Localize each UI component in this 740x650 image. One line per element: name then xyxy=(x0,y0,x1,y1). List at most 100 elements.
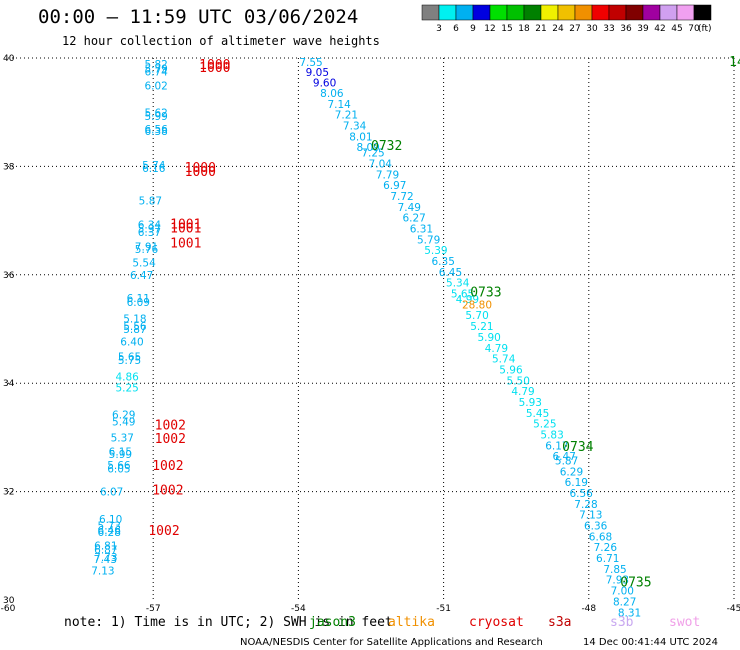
y-tick-label: 34 xyxy=(3,379,15,389)
swh-value-label: 6.29 xyxy=(560,466,583,478)
swh-value-label: 5.25 xyxy=(115,382,138,394)
colorbar-swatch xyxy=(472,4,491,21)
x-tick-label: -60 xyxy=(1,604,16,614)
colorbar-swatch xyxy=(659,4,678,21)
x-tick-label: -45 xyxy=(727,604,740,614)
swh-value-label: 6.47 xyxy=(553,451,576,463)
swh-value-label: 6.56 xyxy=(569,488,593,500)
swh-value-label: 5.34 xyxy=(446,278,470,290)
swh-value-label: 6.29 xyxy=(112,409,135,421)
swh-value-label: 5.87 xyxy=(555,456,578,468)
swh-value-label: 5.99 xyxy=(144,111,167,123)
swh-value-label: 4.79 xyxy=(485,343,508,355)
swh-value-label: 5.76 xyxy=(135,244,159,256)
colorbar-swatch xyxy=(676,4,695,21)
swh-value-label: 8.06 xyxy=(320,88,344,100)
swh-value-label: 6.81 xyxy=(94,541,117,553)
swh-value-label: 5.45 xyxy=(526,408,549,420)
swh-value-label: 6.46 xyxy=(98,525,122,537)
swh-value-label: 5.21 xyxy=(470,321,493,333)
colorbar-label: 70 xyxy=(688,24,700,34)
swh-value-label: 7.43 xyxy=(94,554,117,566)
pass-time-label: 0733 xyxy=(470,285,501,300)
swh-value-label: 7.28 xyxy=(574,499,597,511)
swh-value-label: 6.27 xyxy=(402,213,425,225)
colorbar-label: 27 xyxy=(569,24,580,34)
swh-value-label: 7.14 xyxy=(327,99,351,111)
swh-value-label: 5.79 xyxy=(417,234,440,246)
swh-value-label: 5.99 xyxy=(109,449,132,461)
swh-value-label: 7.13 xyxy=(579,510,602,522)
colorbar-swatch xyxy=(438,4,457,21)
colorbar-swatch xyxy=(574,4,593,21)
x-tick-label: -57 xyxy=(146,604,161,614)
red-value-label: 1000 xyxy=(185,165,216,180)
swh-value-label: 5.70 xyxy=(465,310,488,322)
swh-value-label: 8.01 xyxy=(349,131,372,143)
swh-value-label: 6.05 xyxy=(107,464,130,476)
swh-value-label: 4.86 xyxy=(115,371,139,383)
colorbar-swatch xyxy=(557,4,576,21)
colorbar-swatch xyxy=(489,4,508,21)
footer-note: note: 1) Time is in UTC; 2) SWH is in fe… xyxy=(64,615,393,630)
swh-value-label: 6.10 xyxy=(99,514,122,526)
swh-value-label: 6.36 xyxy=(584,521,608,533)
colorbar-unit: (ft) xyxy=(698,24,712,34)
colorbar-label: 12 xyxy=(484,24,495,34)
swh-value-label: 4.79 xyxy=(511,386,534,398)
colorbar-label: 24 xyxy=(552,24,564,34)
colorbar-swatch xyxy=(540,4,559,21)
swh-value-label: 6.31 xyxy=(410,224,433,236)
colorbar-label: 3 xyxy=(436,24,442,34)
legend-s3b: s3b xyxy=(610,615,634,630)
swh-value-label: 6.97 xyxy=(383,180,406,192)
colorbar-label: 33 xyxy=(603,24,614,34)
swh-value-label: 5.82 xyxy=(144,59,167,71)
swh-value-label: 5.54 xyxy=(132,258,156,270)
y-tick-label: 36 xyxy=(3,271,15,281)
swh-value-label: 6.28 xyxy=(98,527,121,539)
chart-title: 00:00 — 11:59 UTC 03/06/2024 xyxy=(38,6,359,28)
red-value-label: 1002 xyxy=(155,418,186,433)
swh-value-label: 5.66 xyxy=(107,460,131,472)
swh-value-label: 5.74 xyxy=(142,160,166,172)
swh-value-label: 5.93 xyxy=(519,397,542,409)
swh-value-label: 8.27 xyxy=(613,596,636,608)
red-value-label: 1000 xyxy=(199,58,230,73)
swh-value-label: 6.34 xyxy=(138,220,162,232)
swh-value-label: 7.85 xyxy=(603,564,626,576)
colorbar-label: 45 xyxy=(671,24,682,34)
colorbar-swatch xyxy=(693,4,712,21)
legend-altika: altika xyxy=(388,615,435,630)
colorbar-swatch xyxy=(523,4,542,21)
red-value-label: 1002 xyxy=(152,483,183,498)
swh-value-label: 5.49 xyxy=(112,416,135,428)
colorbar-swatch xyxy=(608,4,627,21)
colorbar-label: 6 xyxy=(453,24,459,34)
swh-value-label: 6.71 xyxy=(596,553,619,565)
swh-value-label: 6.38 xyxy=(144,126,167,138)
x-tick-label: -54 xyxy=(291,604,306,614)
swh-value-label: 5.50 xyxy=(507,375,530,387)
swh-value-label: 5.96 xyxy=(499,364,523,376)
swh-value-label: 5.90 xyxy=(477,332,500,344)
swh-value-label: 4.99 xyxy=(456,294,479,306)
colorbar-label: 36 xyxy=(620,24,632,34)
pass-time-label: 14 xyxy=(729,55,740,70)
swh-value-label: 5.74 xyxy=(492,354,516,366)
legend-s3a: s3a xyxy=(548,615,571,630)
swh-value-label: 7.00 xyxy=(611,586,634,598)
swh-value-label: 7.34 xyxy=(343,121,367,133)
swh-value-label: 6.11 xyxy=(127,293,150,305)
swh-value-label: 6.35 xyxy=(432,256,455,268)
swh-value-label: 7.26 xyxy=(594,542,618,554)
red-value-label: 1001 xyxy=(170,222,201,237)
swh-value-label: 6.09 xyxy=(127,297,150,309)
pass-time-label: 0734 xyxy=(562,440,593,455)
legend-cryosat: cryosat xyxy=(469,615,524,630)
swh-value-label: 5.37 xyxy=(111,433,134,445)
swh-value-label: 6.19 xyxy=(565,477,588,489)
colorbar-swatch xyxy=(455,4,474,21)
red-value-label: 1001 xyxy=(170,237,201,252)
x-tick-label: -48 xyxy=(581,604,596,614)
